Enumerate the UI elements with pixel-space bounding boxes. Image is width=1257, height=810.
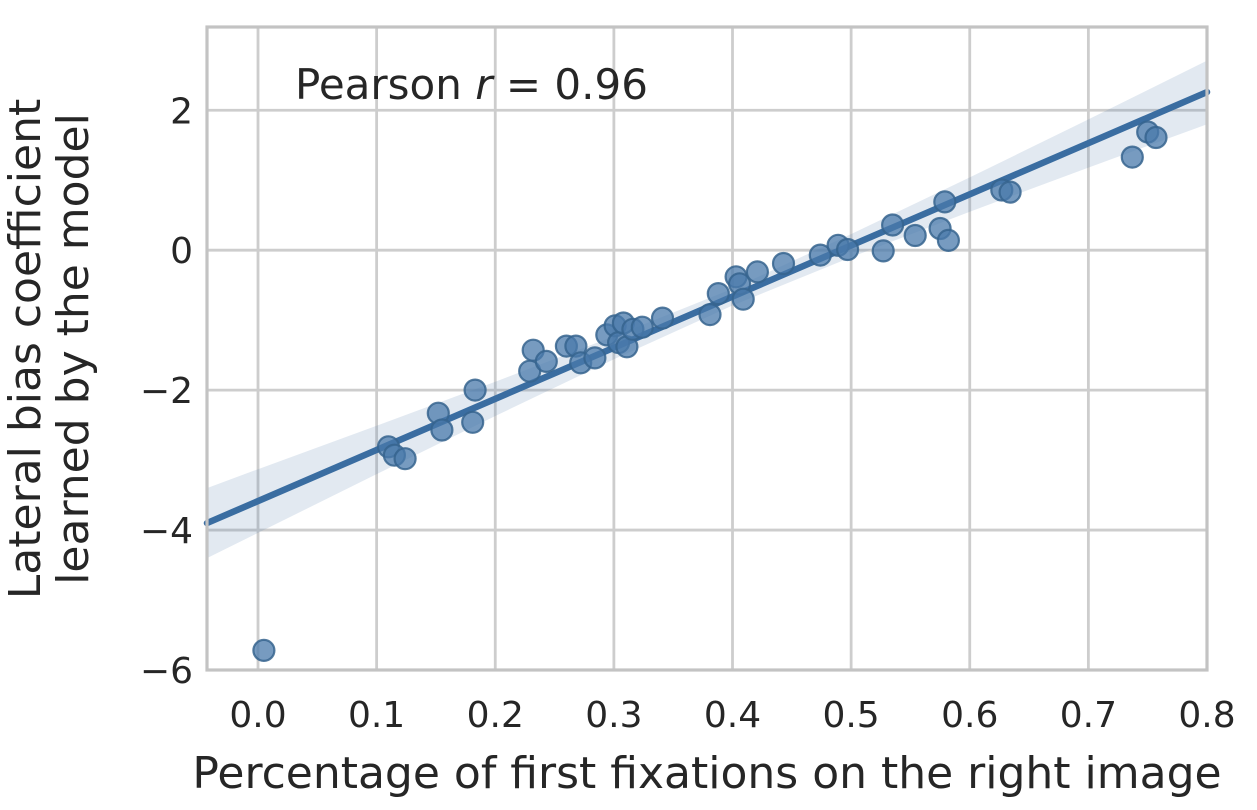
y-axis-label-line2: learned by the model: [48, 113, 99, 585]
x-tick-label: 0.5: [822, 695, 879, 736]
y-tick-label: −2: [140, 371, 193, 412]
data-point: [252, 638, 276, 663]
data-point: [463, 378, 487, 402]
data-point: [1120, 145, 1144, 169]
data-point: [933, 190, 957, 214]
y-tick-label: −4: [140, 511, 193, 552]
x-tick-label: 0.6: [941, 695, 998, 736]
data-points-layer: [252, 120, 1168, 663]
y-tick-label: 2: [170, 91, 193, 132]
data-point: [936, 228, 961, 252]
x-tick-label: 0.3: [585, 695, 642, 736]
data-point: [706, 282, 730, 306]
data-point: [534, 349, 558, 373]
x-tick-label: 0.0: [229, 695, 286, 736]
data-point: [808, 243, 832, 267]
data-point: [998, 180, 1022, 204]
x-tick-label: 0.4: [704, 695, 761, 736]
data-point: [1144, 125, 1168, 150]
data-point: [731, 287, 755, 311]
x-tick-label: 0.8: [1178, 695, 1235, 736]
x-axis-label: Percentage of first fixations on the rig…: [192, 748, 1221, 799]
x-tick-label: 0.7: [1060, 695, 1117, 736]
data-point: [430, 418, 454, 442]
data-point: [835, 237, 860, 262]
data-point: [393, 447, 417, 471]
x-tick-labels: 0.0 0.1 0.2 0.3 0.4 0.5 0.6 0.7 0.8: [229, 695, 1235, 736]
data-point: [583, 346, 607, 370]
y-tick-label: 0: [170, 231, 193, 272]
data-point: [903, 223, 927, 248]
pearson-annotation: Pearson r = 0.96: [295, 60, 648, 109]
annotation-r-symbol: r: [475, 60, 495, 109]
y-tick-labels: −6 −4 −2 0 2: [140, 91, 193, 692]
data-point: [871, 239, 895, 263]
y-tick-label: −6: [140, 651, 193, 692]
x-tick-label: 0.1: [348, 695, 405, 736]
data-point: [880, 213, 905, 237]
data-point: [630, 315, 654, 339]
x-tick-label: 0.2: [467, 695, 524, 736]
annotation-suffix: = 0.96: [493, 60, 648, 109]
data-point: [771, 251, 796, 276]
data-point: [745, 260, 770, 284]
annotation-prefix: Pearson: [295, 60, 475, 109]
y-axis-label-line1: Lateral bias coefficient: [0, 99, 51, 599]
grid-layer: [207, 27, 1209, 672]
data-point: [650, 306, 675, 330]
data-point: [461, 410, 485, 434]
data-point: [698, 303, 722, 327]
axes-spines: [205, 25, 1209, 672]
plot-area: [207, 27, 1207, 670]
